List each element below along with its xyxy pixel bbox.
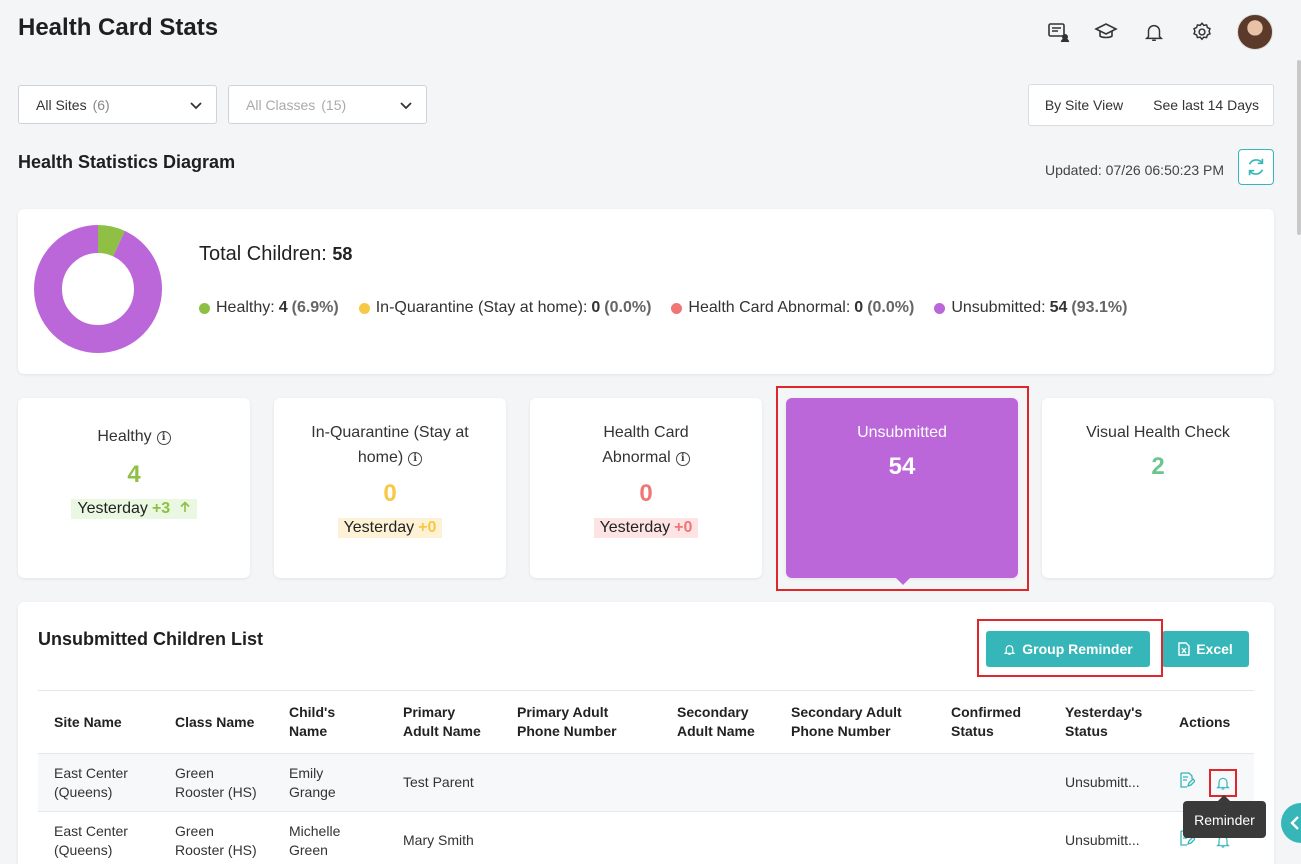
reminder-tooltip: Reminder (1183, 795, 1266, 838)
updated-timestamp: Updated: 07/26 06:50:23 PM (1044, 162, 1224, 178)
chevron-down-icon (400, 97, 412, 113)
view-toggle: By Site View See last 14 Days (1027, 84, 1274, 126)
legend-healthy: Healthy: 4 (6.9%) (199, 299, 339, 317)
chat-user-icon[interactable] (1045, 19, 1071, 45)
date-range-button[interactable]: See last 14 Days (1153, 97, 1259, 113)
avatar[interactable] (1237, 14, 1273, 50)
card-quarantine[interactable]: In-Quarantine (Stay at home) i 0 Yesterda… (274, 398, 506, 578)
col-yesterday[interactable]: Yesterday's Status (1065, 704, 1143, 739)
col-site[interactable]: Site Name (54, 713, 122, 730)
col-class[interactable]: Class Name (175, 713, 255, 730)
unsubmitted-table: Site Name Class Name Child's Name Primar… (38, 690, 1254, 864)
reminder-button[interactable] (1209, 768, 1237, 797)
total-label: Total Children: (199, 243, 327, 265)
card-abnormal-yesterday: Yesterday +0 (593, 518, 699, 538)
table-row[interactable]: East Center (Queens) Green Rooster (HS) … (38, 812, 1254, 864)
card-abnormal-value: 0 (639, 480, 653, 507)
card-visual-value: 2 (1151, 453, 1165, 480)
card-visual-label: Visual Health Check (1086, 424, 1230, 441)
bell-icon (1216, 777, 1230, 790)
legend: Healthy: 4 (6.9%) In-Quarantine (Stay at h… (199, 299, 1127, 317)
table-header: Site Name Class Name Child's Name Primar… (38, 690, 1254, 754)
donut-chart (34, 225, 162, 353)
edit-note-icon[interactable] (1179, 772, 1196, 793)
arrow-up-icon (180, 501, 190, 512)
side-panel-toggle[interactable] (1281, 803, 1301, 843)
sites-select-label: All Sites (36, 96, 87, 113)
col-child[interactable]: Child's Name (289, 704, 336, 739)
chevron-down-icon (190, 97, 202, 113)
bell-icon[interactable] (1141, 19, 1167, 45)
col-actions: Actions (1179, 713, 1231, 730)
card-quarantine-yesterday: Yesterday +0 (337, 518, 443, 538)
file-excel-icon (1178, 642, 1190, 656)
card-unsubmitted[interactable]: Unsubmitted 54 (786, 398, 1018, 585)
card-healthy-label: Healthy (97, 428, 152, 445)
col-primary-adult[interactable]: Primary Adult Name (403, 704, 481, 739)
card-unsubmitted-value: 54 (888, 453, 916, 480)
refresh-button[interactable] (1238, 149, 1274, 185)
donut-slice-unsubmitted[interactable] (34, 225, 162, 353)
info-icon[interactable]: i (408, 452, 423, 466)
info-icon[interactable]: i (156, 431, 171, 445)
card-unsubmitted-label: Unsubmitted (857, 424, 947, 441)
classes-select-label: All Classes (246, 96, 316, 113)
legend-abnormal: Health Card Abnormal: 0 (0.0%) (671, 299, 914, 317)
card-visual-health[interactable]: Visual Health Check 2 (1042, 398, 1274, 578)
chevron-left-icon (1290, 816, 1299, 830)
total-value: 58 (332, 244, 353, 264)
col-primary-phone[interactable]: Primary Adult Phone Number (517, 704, 617, 739)
legend-quarantine: In-Quarantine (Stay at home): 0 (0.0%) (358, 299, 651, 317)
col-confirmed[interactable]: Confirmed Status (951, 704, 1021, 739)
table-row[interactable]: East Center (Queens) Green Rooster (HS) … (38, 753, 1254, 812)
scrollbar[interactable] (1297, 60, 1301, 235)
card-abnormal[interactable]: Health Card Abnormal i 0 Yesterday +0 (530, 398, 762, 578)
refresh-icon (1248, 158, 1264, 176)
col-secondary-phone[interactable]: Secondary Adult Phone Number (791, 704, 902, 739)
highlight-box (776, 386, 1029, 591)
gear-icon[interactable] (1189, 19, 1215, 45)
group-reminder-button[interactable]: Group Reminder (986, 631, 1150, 667)
header-toolbar (1045, 14, 1273, 50)
col-secondary-adult[interactable]: Secondary Adult Name (677, 704, 755, 739)
card-healthy-yesterday: Yesterday +3 (71, 499, 197, 519)
graduation-cap-icon[interactable] (1093, 19, 1119, 45)
excel-button[interactable]: Excel (1162, 631, 1249, 667)
sites-select[interactable]: All Sites (6) (18, 85, 217, 124)
card-healthy[interactable]: Healthy i 4 Yesterday +3 (18, 398, 250, 578)
classes-select[interactable]: All Classes (15) (228, 85, 427, 124)
list-title: Unsubmitted Children List (38, 629, 263, 649)
diagram-title: Health Statistics Diagram (18, 152, 236, 172)
total-children: Total Children: 58 (199, 243, 352, 266)
summary-card: Total Children: 58 Healthy: 4 (6.9%) In-Qu… (18, 209, 1274, 374)
sites-count: (6) (92, 96, 110, 113)
card-healthy-value: 4 (127, 461, 141, 488)
card-quarantine-value: 0 (383, 480, 397, 507)
info-icon[interactable]: i (675, 452, 690, 466)
bell-icon (1003, 644, 1016, 655)
card-quarantine-label: In-Quarantine (Stay at home) (311, 424, 469, 466)
card-abnormal-label: Health Card Abnormal (602, 424, 689, 466)
legend-unsubmitted: Unsubmitted: 54 (93.1%) (934, 299, 1127, 317)
classes-count: (15) (321, 96, 347, 113)
page-title: Health Card Stats (18, 14, 219, 41)
highlight-box (977, 619, 1163, 677)
by-site-view-button[interactable]: By Site View (1044, 97, 1124, 113)
unsubmitted-list-card: Unsubmitted Children List Group Reminder… (18, 602, 1274, 864)
